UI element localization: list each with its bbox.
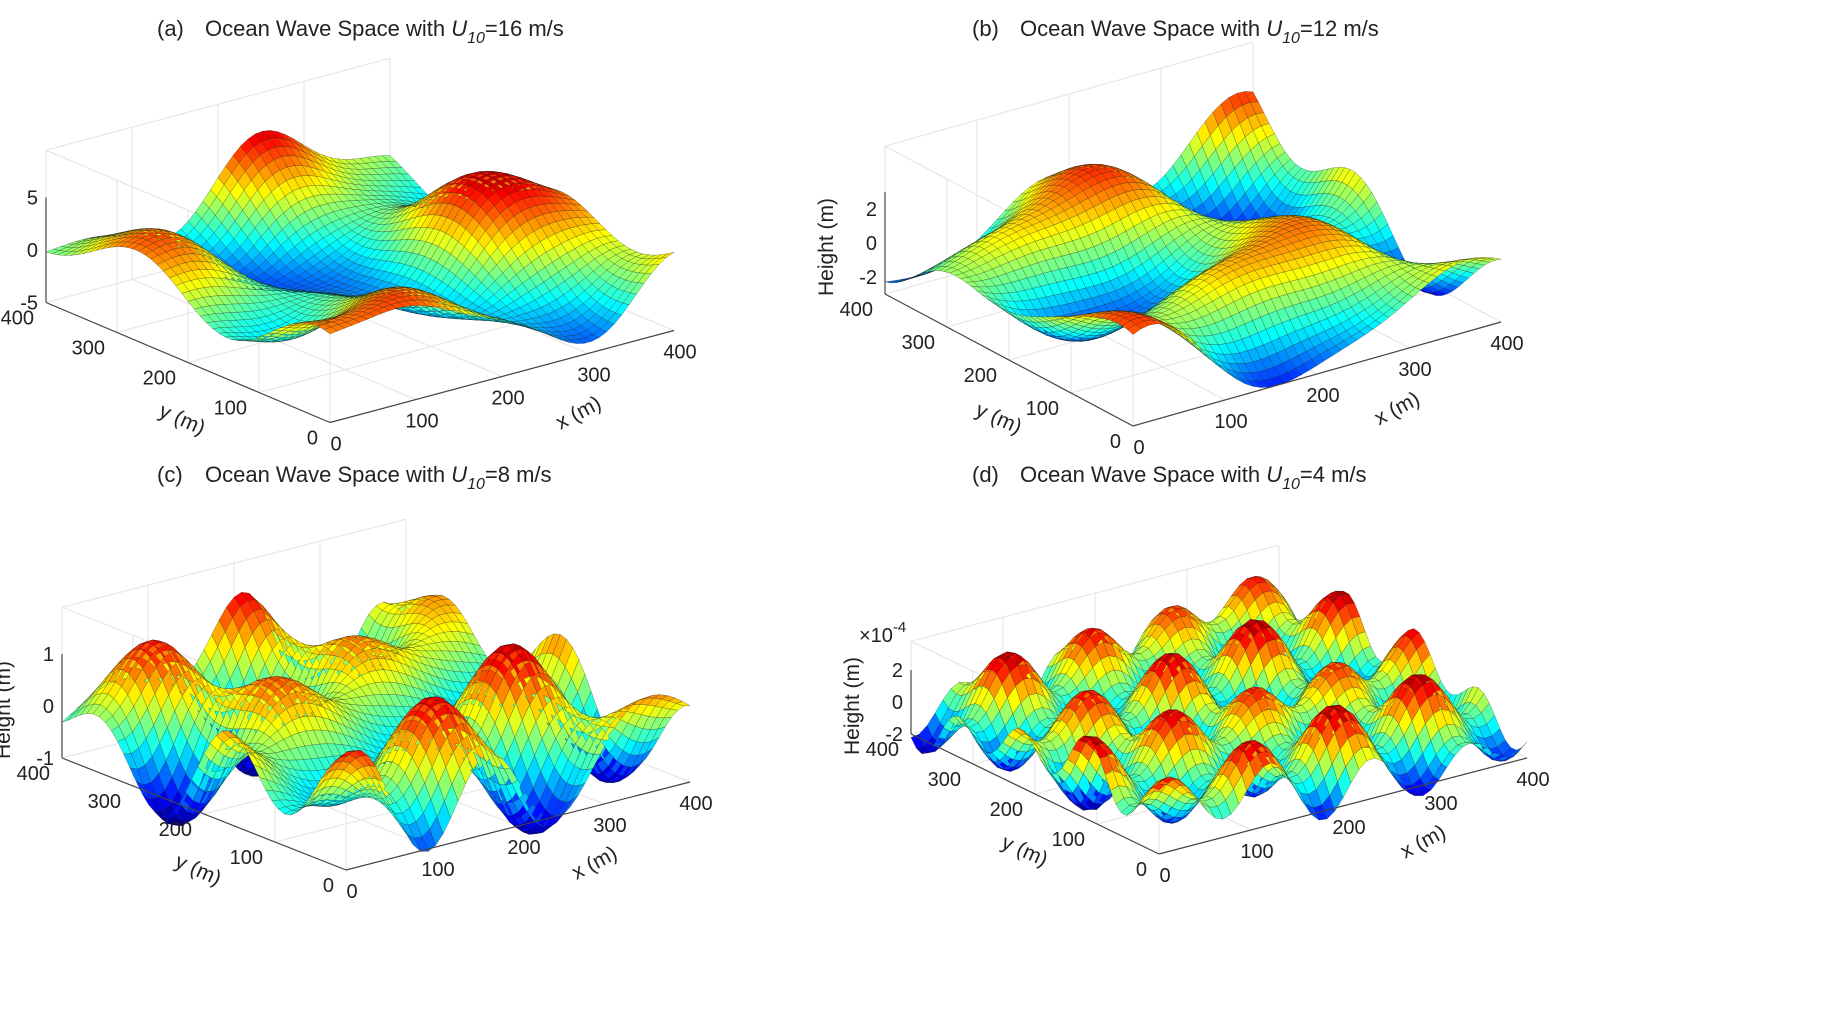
x-tick-label: 200: [491, 388, 524, 410]
y-tick-label: 0: [1110, 431, 1121, 453]
y-tick-label: 300: [902, 332, 935, 354]
z-tick-label: 0: [866, 233, 877, 255]
title-prefix: Ocean Wave Space with: [205, 16, 451, 41]
panel-title-text: Ocean Wave Space with U10=16 m/s: [205, 16, 564, 47]
wave-surface: [46, 130, 674, 343]
title-value: =16 m/s: [485, 16, 564, 41]
z-tick-label: 2: [866, 199, 877, 221]
x-axis-label: x (m): [552, 392, 605, 435]
title-subscript: 10: [1282, 30, 1300, 47]
z-tick-label: -5: [20, 293, 38, 315]
x-tick-label: 100: [405, 411, 438, 433]
y-tick-label: 200: [964, 365, 997, 387]
y-tick-label: 100: [1026, 398, 1059, 420]
y-axis-label: y (m): [156, 399, 209, 439]
x-tick-label: 300: [1398, 359, 1431, 381]
panel-b: 0 100 200 300 400 0 100 200 300 400 -2 0 2 x (m) y (m)…: [815, 16, 1524, 459]
x-tick-label: 0: [1133, 437, 1144, 459]
title-variable: U: [1266, 16, 1282, 41]
y-axis-label: y (m): [972, 398, 1025, 438]
y-tick-label: 200: [143, 368, 176, 390]
z-tick-label: -2: [859, 267, 877, 289]
y-tick-label: 300: [72, 338, 105, 360]
y-tick-label: 0: [307, 428, 318, 450]
title-variable: U: [451, 16, 467, 41]
title-value: =12 m/s: [1300, 16, 1379, 41]
x-tick-label: 200: [1306, 385, 1339, 407]
x-tick-label: 300: [577, 365, 610, 387]
x-tick-label: 400: [663, 342, 696, 364]
panel-title: (b) Ocean Wave Space with U10=12 m/s: [972, 16, 1379, 47]
title-prefix: Ocean Wave Space with: [1020, 16, 1266, 41]
y-tick-label: 400: [840, 299, 873, 321]
x-axis-label: x (m): [1371, 387, 1424, 430]
x-tick-label: 100: [1214, 411, 1247, 433]
panel-label: (a): [157, 16, 184, 41]
wave-surface: [62, 592, 690, 851]
panel-title: (a) Ocean Wave Space with U10=16 m/s: [157, 16, 564, 47]
panel-label: (b): [972, 16, 999, 41]
panel-title-text: Ocean Wave Space with U10=12 m/s: [1020, 16, 1379, 47]
x-tick-label: 400: [1490, 333, 1523, 355]
z-tick-label: 0: [27, 240, 38, 262]
z-tick-label: 5: [27, 188, 38, 210]
z-axis-label: Height (m): [815, 198, 838, 296]
y-tick-label: 100: [214, 398, 247, 420]
title-subscript: 10: [467, 30, 485, 47]
x-tick-label: 0: [330, 434, 341, 456]
